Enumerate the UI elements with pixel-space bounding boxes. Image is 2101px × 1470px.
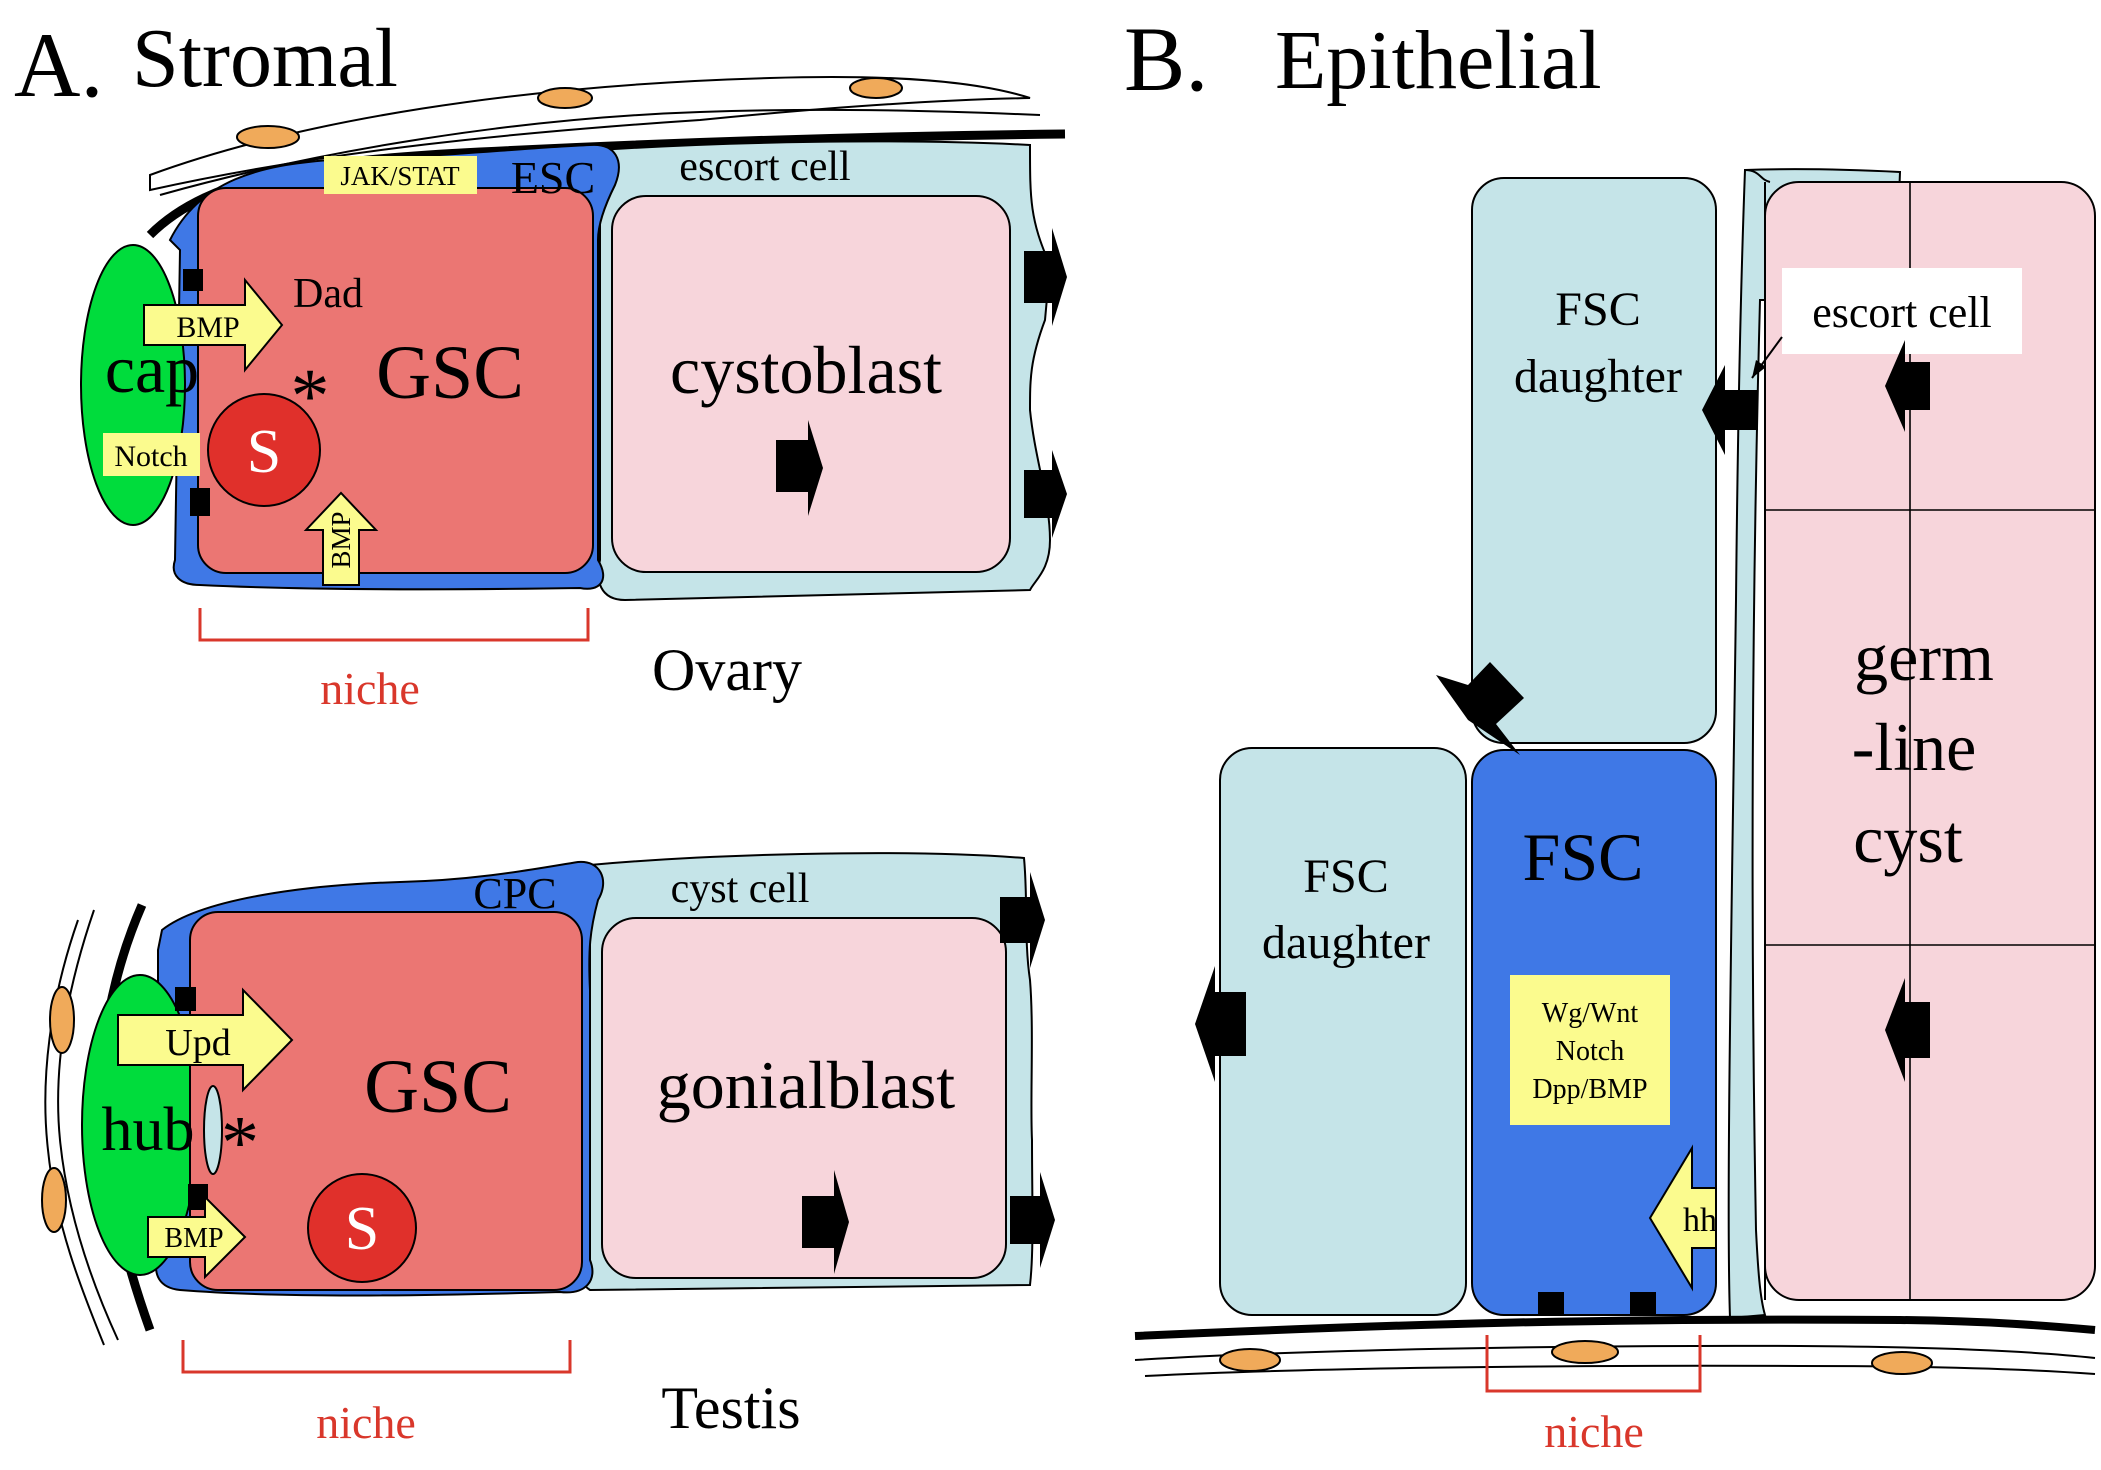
upd-label: Upd [165, 1022, 230, 1064]
adherens-junction [175, 987, 196, 1011]
spectrosome [207, 393, 321, 507]
spectrosome-label: S [247, 418, 281, 486]
sheath-nucleus [1871, 1351, 1933, 1375]
bmp-signal-arrow [147, 1194, 247, 1280]
hh-label: hh [1683, 1202, 1717, 1239]
sheath-nucleus [1551, 1340, 1619, 1364]
cyst-label-line3: cyst [1853, 801, 1963, 877]
notch-label: Notch [114, 440, 187, 473]
movement-arrow [1702, 365, 1758, 455]
cyst-cell-label: cyst cell [671, 866, 810, 912]
jak-stat-label: JAK/STAT [340, 161, 460, 191]
movement-arrow [1000, 872, 1045, 968]
bmp-up-label: BMP [326, 511, 356, 568]
movement-arrow [1010, 1172, 1055, 1268]
panel-a: A. Stromal [14, 12, 1067, 1448]
adherens-junction [183, 269, 203, 291]
fsc-daughter-left-line2: daughter [1262, 916, 1430, 969]
escort-cell-label: escort cell [679, 144, 850, 190]
upd-signal-arrow [117, 987, 294, 1093]
adherens-junction [188, 1184, 208, 1210]
movement-arrow [1024, 450, 1067, 538]
bmp-label: BMP [176, 311, 239, 344]
ovary-niche-bracket [198, 608, 590, 642]
dad-label: Dad [293, 271, 363, 317]
escort-cell-label-box [1782, 268, 2022, 354]
spectrosome [307, 1173, 417, 1283]
panel-b: B. Epithelial escort cell germ -line cys… [1124, 8, 2096, 1457]
adherens-junction [190, 488, 210, 516]
cystoblast-label: cystoblast [670, 332, 942, 408]
movement-arrow [802, 1170, 849, 1274]
fsc-daughter-top-line1: FSC [1555, 283, 1640, 336]
movement-arrow [776, 420, 823, 516]
testis-niche: Upd hub * BMP GSC S CPC cyst cell gonial… [41, 852, 1055, 1448]
fsc-label: FSC [1523, 819, 1644, 895]
escort-cell-pointer-head [1752, 360, 1766, 378]
cpc-label: CPC [473, 869, 556, 918]
fsc-niche-label: niche [1544, 1406, 1644, 1457]
sheath-nucleus [49, 986, 75, 1054]
jak-stat-box [324, 156, 477, 194]
cyst-label-line2: -line [1852, 709, 1977, 785]
testis-niche-bracket [181, 1340, 572, 1374]
adhesion-asterisk: * [221, 1101, 259, 1185]
epithelial-sheath [1134, 1340, 2096, 1377]
movement-arrow [1885, 340, 1930, 432]
testis-niche-label: niche [316, 1397, 416, 1448]
gonialblast-label: gonialblast [657, 1047, 956, 1123]
sheath-nucleus [236, 125, 300, 149]
panel-a-letter: A. [14, 14, 103, 116]
hh-signal-arrow [1648, 1144, 1717, 1292]
fsc-daughter-top [1471, 177, 1717, 744]
germline-stem-cell [189, 911, 583, 1291]
testis-label: Testis [661, 1375, 800, 1441]
sheath-nucleus [537, 87, 593, 109]
panel-b-title: Epithelial [1275, 14, 1602, 107]
movement-arrow [1885, 978, 1930, 1082]
signal-notch: Notch [1556, 1036, 1624, 1067]
fsc-daughter-left-line1: FSC [1303, 850, 1388, 903]
bmp-label: BMP [164, 1223, 223, 1254]
basement-membrane [1134, 1315, 2096, 1340]
gsc-label: GSC [364, 1045, 512, 1129]
panel-b-letter: B. [1124, 8, 1208, 110]
movement-arrow [1436, 662, 1524, 755]
cyst-label-line1: germ [1854, 619, 1994, 695]
ovary-niche: JAK/STAT ESC escort cell BMP Dad cap * G… [80, 75, 1067, 714]
spectrosome-label: S [345, 1195, 379, 1263]
bmp-signal-arrow [143, 277, 284, 373]
centrosome [203, 1085, 223, 1175]
ovary-sheath [149, 75, 1041, 196]
notch-box [103, 433, 200, 476]
sheath-nucleus [41, 1167, 67, 1233]
hub-label: hub [102, 1096, 195, 1164]
movement-arrow [1195, 966, 1246, 1082]
escort-cell-label: escort cell [1812, 288, 1992, 337]
adherens-junction [1630, 1292, 1656, 1316]
sheath-nucleus [849, 77, 903, 99]
panel-a-title: Stromal [132, 12, 398, 105]
adherens-junction [1538, 1292, 1564, 1316]
ovary-label: Ovary [652, 637, 802, 703]
fsc-niche-bracket [1485, 1335, 1702, 1393]
bmp-up-arrow [303, 491, 379, 586]
ovary-niche-label: niche [320, 663, 420, 714]
testis-sheath [41, 909, 119, 1346]
gsc-label: GSC [376, 331, 524, 415]
signals-box [1510, 975, 1670, 1125]
cap-label: cap [105, 331, 199, 407]
signal-dpp-bmp: Dpp/BMP [1532, 1074, 1647, 1105]
fsc-daughter-top-line2: daughter [1514, 350, 1682, 403]
sheath-nucleus [1219, 1348, 1281, 1372]
gonialblast [601, 917, 1007, 1279]
cystoblast [611, 195, 1011, 573]
esc-label: ESC [511, 152, 595, 203]
movement-arrow [1024, 228, 1067, 326]
signal-wnt: Wg/Wnt [1542, 998, 1639, 1029]
fsc-daughter-left [1219, 747, 1467, 1316]
